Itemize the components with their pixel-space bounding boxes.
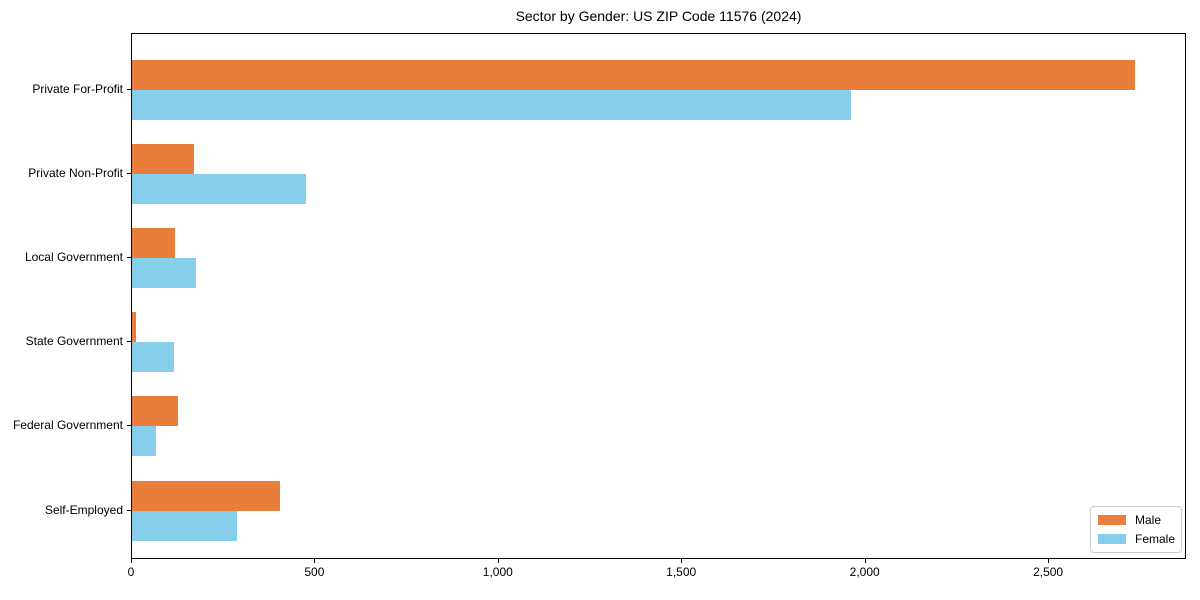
plot-area — [131, 33, 1186, 559]
bar-male-private-non-profit — [132, 143, 195, 174]
legend-label-male: Male — [1135, 513, 1162, 528]
legend-swatch-female-icon — [1098, 533, 1126, 544]
x-tick-label-1-000: 1,000 — [482, 565, 513, 579]
bar-male-local-government — [132, 227, 176, 258]
bar-female-state-government — [132, 342, 175, 373]
y-tick-label-federal-government: Federal Government — [12, 418, 123, 433]
x-tick-mark-1-000 — [497, 559, 499, 563]
y-tick-mark-state-government — [127, 341, 131, 343]
bar-male-self-employed — [132, 480, 281, 511]
legend-entry-female: Female — [1098, 531, 1176, 546]
bar-male-private-for-profit — [132, 59, 1136, 90]
bar-female-private-for-profit — [132, 89, 851, 120]
y-tick-label-private-for-profit: Private For-Profit — [32, 81, 123, 96]
chart-title: Sector by Gender: US ZIP Code 11576 (202… — [515, 8, 802, 24]
x-tick-mark-1-500 — [681, 559, 683, 563]
y-tick-mark-private-non-profit — [127, 172, 131, 174]
legend-swatch-male-icon — [1098, 515, 1126, 526]
bar-female-private-non-profit — [132, 173, 306, 204]
bar-male-federal-government — [132, 396, 179, 427]
bar-female-self-employed — [132, 510, 238, 541]
x-tick-label-2-000: 2,000 — [849, 565, 880, 579]
bar-male-state-government — [132, 312, 136, 343]
y-tick-mark-private-for-profit — [127, 88, 131, 90]
x-tick-label-2-500: 2,500 — [1033, 565, 1064, 579]
y-tick-mark-local-government — [127, 256, 131, 258]
x-tick-label-1-500: 1,500 — [666, 565, 697, 579]
x-tick-label-0: 0 — [127, 565, 135, 579]
y-tick-label-state-government: State Government — [25, 334, 123, 349]
y-tick-mark-federal-government — [127, 425, 131, 427]
legend-entry-male: Male — [1098, 513, 1174, 527]
y-tick-label-local-government: Local Government — [24, 249, 123, 264]
legend: Male Female — [1090, 506, 1182, 553]
bar-female-federal-government — [132, 426, 156, 457]
x-tick-label-500: 500 — [304, 565, 325, 579]
x-tick-mark-500 — [314, 559, 316, 563]
bar-female-local-government — [132, 257, 197, 288]
legend-label-female: Female — [1135, 531, 1176, 546]
x-tick-mark-2-500 — [1048, 559, 1050, 563]
y-tick-label-private-non-profit: Private Non-Profit — [28, 165, 123, 180]
x-tick-mark-2-000 — [864, 559, 866, 563]
y-tick-mark-self-employed — [127, 509, 131, 511]
y-tick-label-self-employed: Self-Employed — [44, 502, 123, 517]
x-tick-mark-0 — [131, 559, 132, 563]
